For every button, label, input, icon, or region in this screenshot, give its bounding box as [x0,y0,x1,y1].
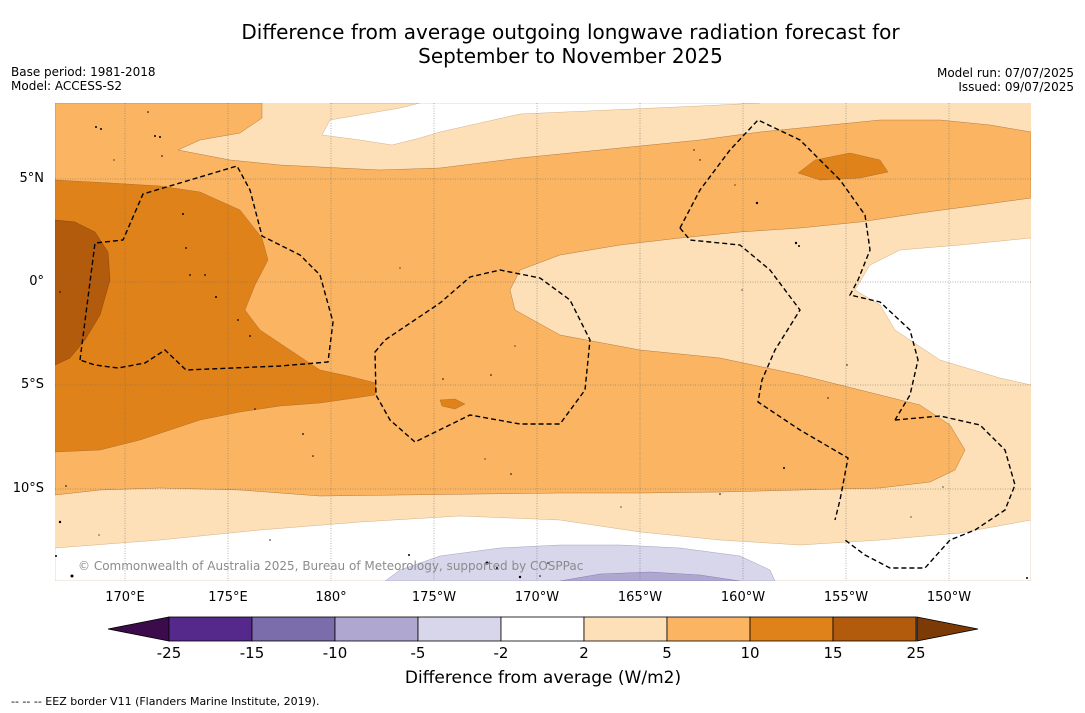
lon-label-170e: 170°E [105,590,145,605]
colorbar-tick-label: 2 [579,644,589,662]
colorbar-tick-label: -15 [239,644,265,662]
colorbar-blocks [168,616,917,642]
islands [55,111,1028,579]
model-name: Model: ACCESS-S2 [11,79,123,93]
base-period: Base period: 1981-2018 [11,65,156,79]
colorbar-tick-label: 10 [740,644,760,662]
graticule [55,103,1031,581]
figure-title: Difference from average outgoing longwav… [0,20,1085,68]
eez-border-kiribati-phoenix [374,269,591,443]
lon-label-155w: 155°W [823,590,869,605]
colorbar-tick-label: -25 [156,644,182,662]
lat-label-0: 0° [29,274,44,289]
eez-border-kiribati-line [679,119,919,421]
colorbar-extend-max [916,616,979,642]
colorbar-tick-label: -2 [493,644,509,662]
lat-label-5n: 5°N [19,171,45,186]
anomaly-fill-near-zero-north [321,103,761,146]
map-panel [55,103,1031,581]
eez-footnote: -- -- -- EEZ border V11 (Flanders Marine… [11,695,320,708]
colorbar-block [417,616,502,642]
colorbar-block [749,616,834,642]
lon-label-180: 180° [315,590,347,605]
eez-border-kiribati-gilbert [79,165,334,371]
colorbar-tick-label: -5 [410,644,426,662]
anomaly-fill-10-15-patch-mid [439,398,466,410]
eez-border-line-south [679,227,849,521]
colorbar-block [832,616,917,642]
eez-border-french-polynesia [844,415,1016,569]
lon-label-175e: 175°E [208,590,248,605]
lon-label-150w: 150°W [926,590,972,605]
colorbar-block [666,616,751,642]
model-run: Model run: 07/07/2025 [936,66,1074,80]
colorbar-block [251,616,336,642]
colorbar-extend-min [107,616,170,642]
lon-label-160w: 160°W [720,590,766,605]
colorbar-tick-label: 25 [906,644,926,662]
anomaly-fill-minus-5-minus-2 [384,544,776,581]
lat-label-10s: 10°S [12,481,44,496]
meta-right: Model run: 07/07/2025 Issued: 09/07/2025 [937,66,1074,94]
lon-label-170w: 170°W [514,590,560,605]
colorbar-block [583,616,668,642]
colorbar-tick-label: 15 [823,644,843,662]
colorbar-tick-label: -10 [322,644,348,662]
anomaly-fill-minus-10-minus-5 [559,571,741,581]
lon-label-165w: 165°W [617,590,663,605]
copyright-notice: © Commonwealth of Australia 2025, Bureau… [78,559,584,573]
colorbar-title: Difference from average (W/m2) [404,668,682,688]
colorbar-block [500,616,585,642]
colorbar-tick-label: 5 [662,644,672,662]
colorbar [107,616,979,642]
meta-left: Base period: 1981-2018 Model: ACCESS-S2 [11,65,156,93]
issued-date: Issued: 09/07/2025 [958,80,1074,94]
colorbar-block [168,616,253,642]
anomaly-fill-15-25 [55,219,111,366]
eez-borders [79,119,1016,569]
figure-title-line-1: Difference from average outgoing longwav… [241,20,900,44]
anomaly-fill-near-zero-east [854,237,1031,386]
anomaly-fill-10-15 [55,179,377,453]
colorbar-block [334,616,419,642]
lat-label-5s: 5°S [20,377,44,392]
figure-title-line-2: September to November 2025 [418,44,723,68]
lon-label-175w: 175°W [411,590,457,605]
